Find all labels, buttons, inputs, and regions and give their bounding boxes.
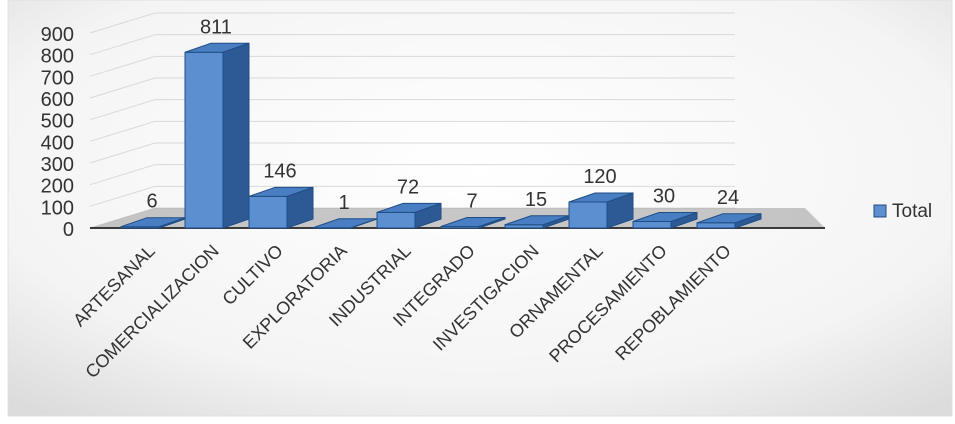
y-tick-label: 300 [41,154,74,176]
data-label: 120 [583,166,616,188]
bar-top [184,42,250,53]
bar-front [376,211,416,229]
gridline-diag [89,77,156,99]
y-tick-label: 600 [41,89,74,111]
y-tick-label: 800 [41,46,74,68]
y-tick-label: 500 [41,111,74,133]
gridline-diag [89,55,156,77]
gridline-diag [89,99,156,121]
data-label: 72 [397,176,419,198]
y-tick-label: 0 [63,219,74,241]
gridline-diag [89,185,156,207]
bar-top [696,213,762,224]
gridline-diag [89,34,156,56]
bar-top [248,186,314,197]
gridline-diag [89,120,156,142]
legend-label: Total [892,201,932,222]
bar-top [632,212,698,222]
data-label: 6 [146,191,157,213]
bar-top [568,192,634,203]
data-label: 811 [200,16,232,38]
data-label: 30 [653,186,675,208]
y-tick-label: 100 [41,197,74,219]
bar-front [184,51,224,229]
bar-front [632,221,672,229]
gridline-diag [89,164,156,186]
bar-front [696,222,736,229]
y-tick-label: 400 [41,132,74,154]
data-label: 1 [338,192,349,214]
y-tick-label: 700 [41,67,74,89]
data-label: 7 [466,190,477,212]
gridline-diag [89,12,156,34]
bar-front [568,201,608,229]
legend-swatch [873,204,887,218]
bar-top [440,216,506,227]
gridline-diag [89,142,156,164]
y-tick-label: 200 [41,176,74,198]
bar-front [248,195,288,229]
bar-top [376,202,442,213]
data-label: 146 [263,160,296,182]
data-label: 24 [717,187,739,209]
bar-side [222,42,250,229]
data-label: 15 [525,189,547,211]
y-tick-label: 900 [41,24,74,46]
